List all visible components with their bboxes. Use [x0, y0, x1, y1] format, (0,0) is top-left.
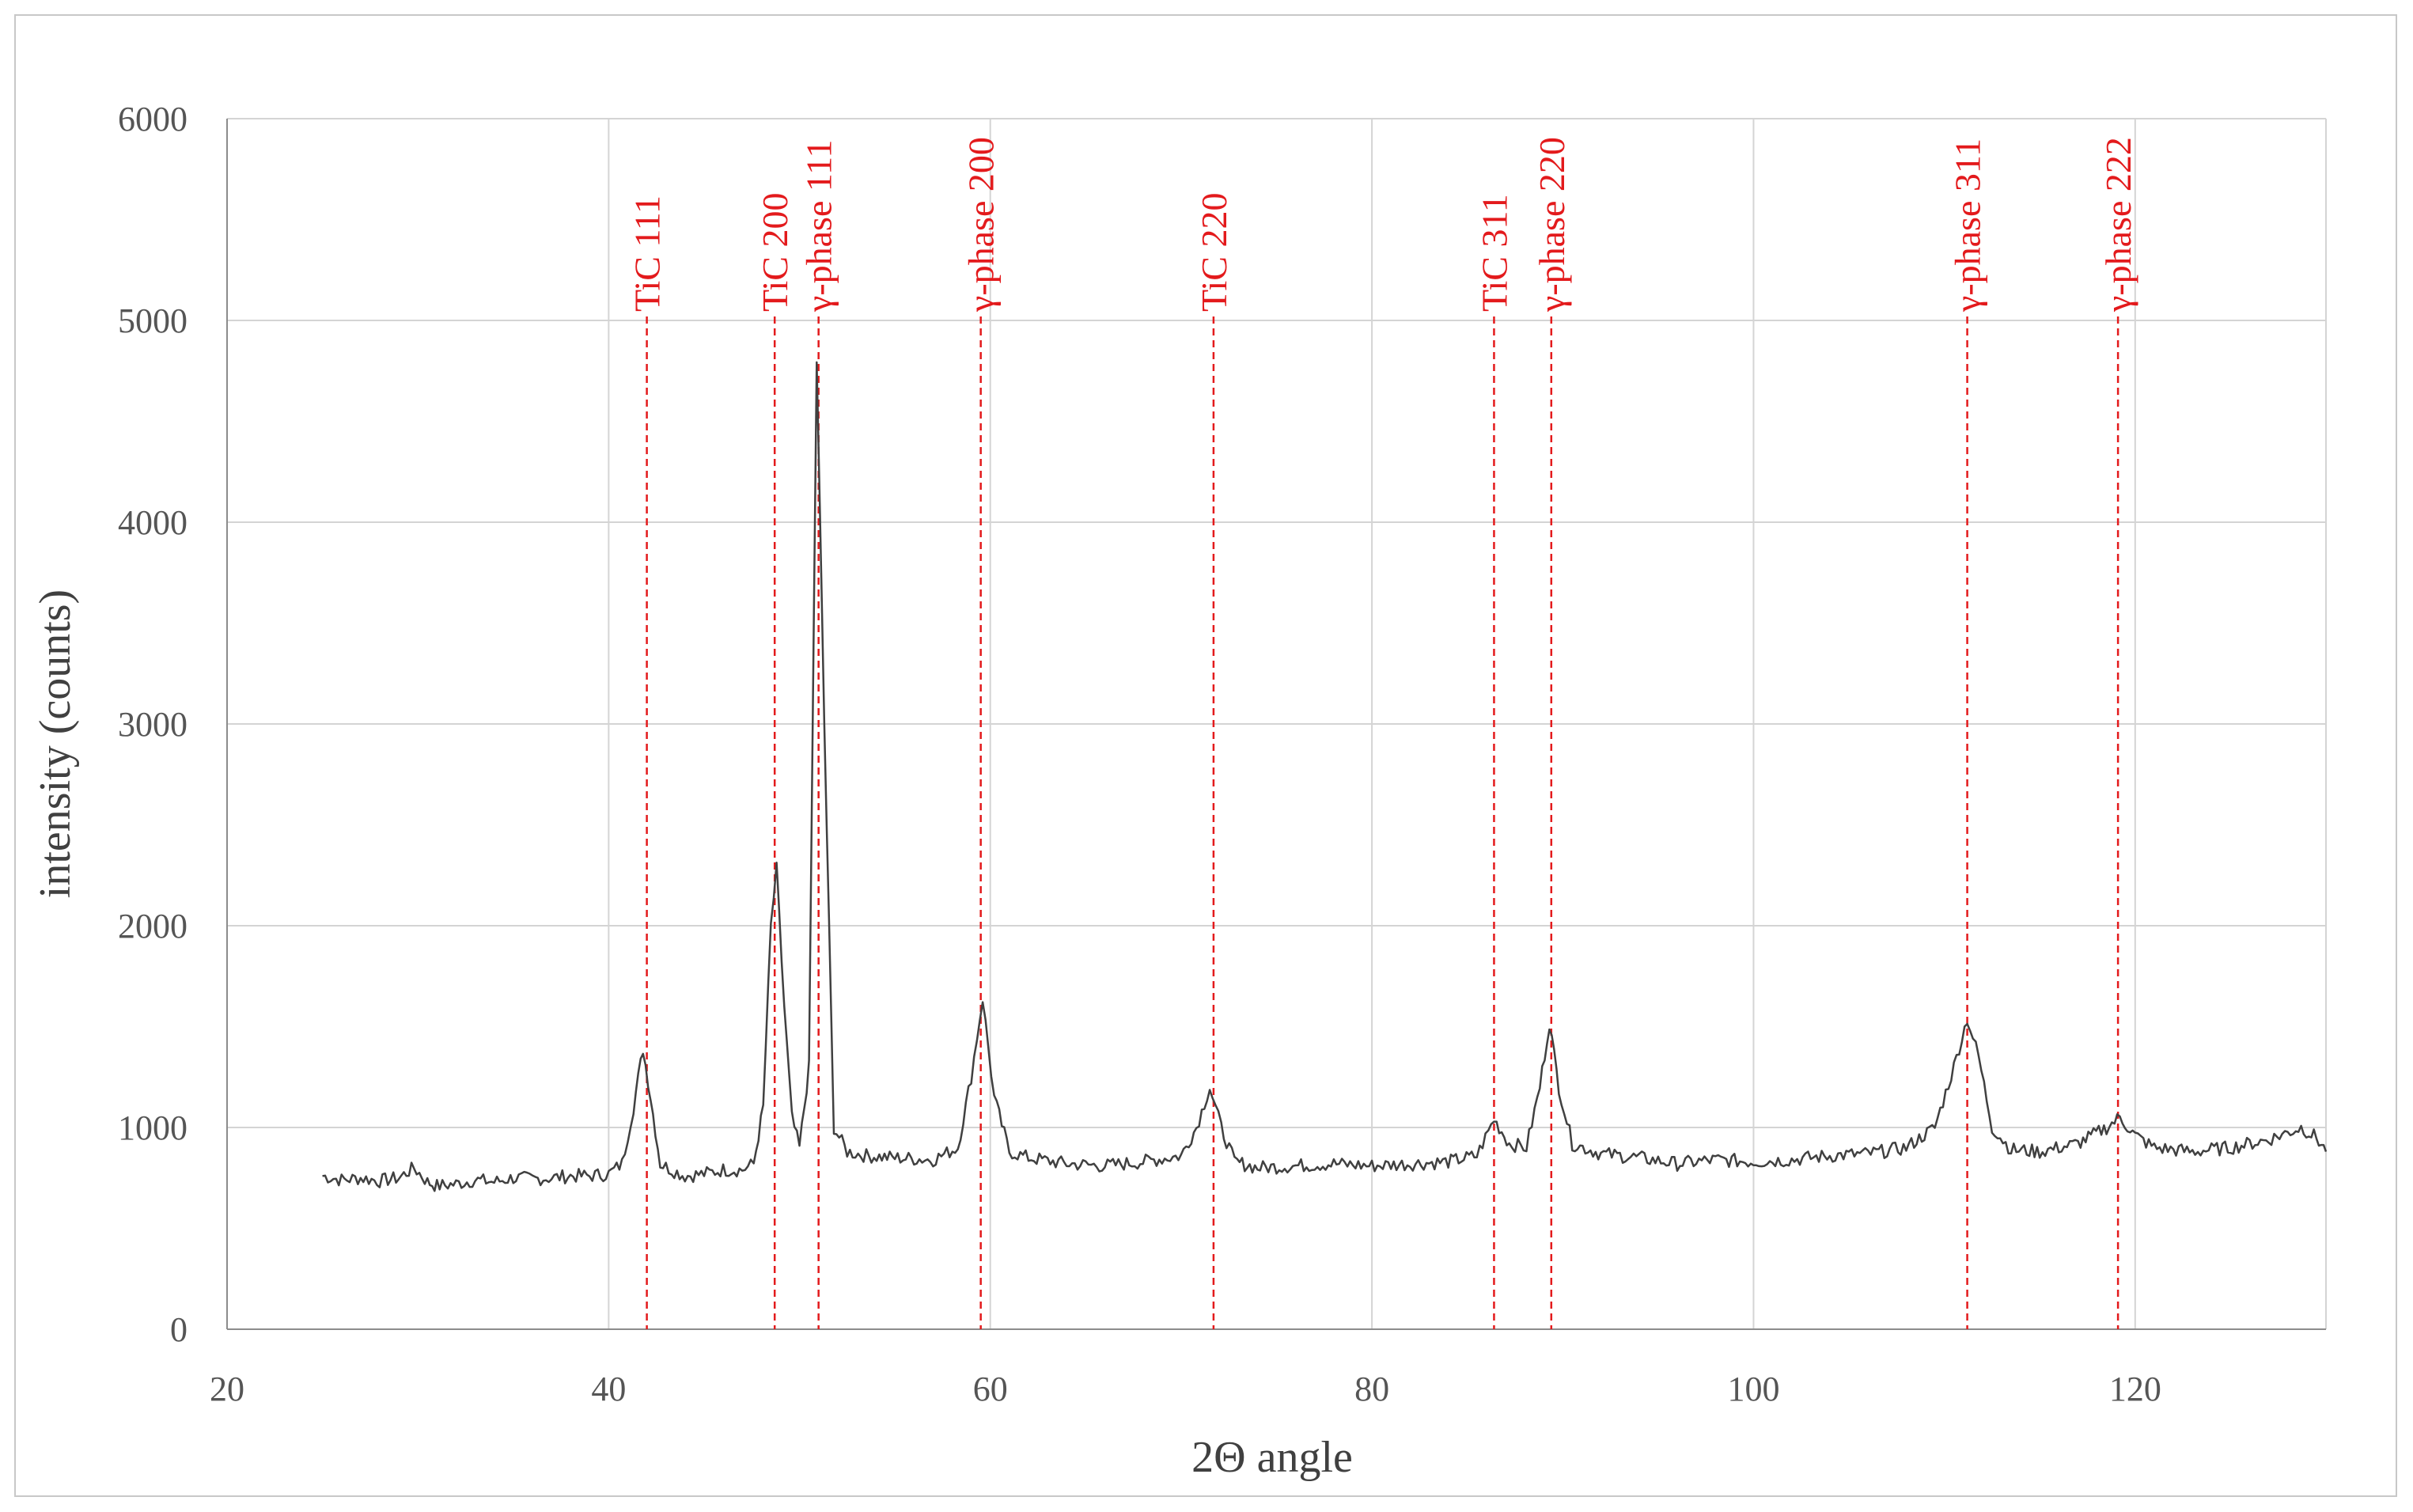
x-axis-title: 2Θ angle	[1191, 1433, 1353, 1482]
peak-label: TiC 220	[1194, 193, 1234, 312]
chart-frame	[14, 14, 2397, 1497]
peak-markers: TiC 111 TiC 200 γ-phase 111 γ-phase 200 TiC …	[627, 137, 2138, 1329]
peak-label: γ-phase 200	[961, 137, 1002, 313]
axes	[226, 119, 2326, 1330]
peak-label: γ-phase 222	[2098, 137, 2138, 313]
peak-label: TiC 311	[1474, 194, 1514, 312]
gridlines	[227, 118, 2327, 1329]
y-axis-title: intensity (counts)	[31, 589, 80, 898]
y-tick-label: 4000	[118, 503, 188, 542]
peak-label: TiC 200	[755, 193, 795, 312]
series-layer	[322, 361, 2328, 1192]
peak-label: γ-phase 220	[1532, 137, 1572, 313]
y-tick-label: 5000	[118, 301, 188, 340]
peak-label: γ-phase 111	[799, 140, 839, 313]
x-tick-label: 20	[210, 1370, 244, 1408]
y-tick-label: 3000	[118, 705, 188, 744]
x-tick-label: 80	[1354, 1370, 1389, 1408]
y-tick-label: 2000	[118, 907, 188, 945]
y-tick-label: 0	[170, 1310, 188, 1349]
x-tick-label: 60	[973, 1370, 1008, 1408]
peak-label: TiC 111	[627, 195, 668, 312]
tick-labels: 0 1000 2000 3000 4000 5000 6000 20 40 60 80 100 120	[118, 100, 2161, 1408]
x-tick-label: 120	[2109, 1370, 2161, 1408]
y-tick-label: 6000	[118, 100, 188, 138]
series-line	[322, 361, 2328, 1192]
x-tick-label: 40	[591, 1370, 626, 1408]
peak-label: γ-phase 311	[1948, 138, 1988, 313]
y-tick-label: 1000	[118, 1108, 188, 1147]
x-tick-label: 100	[1727, 1370, 1779, 1408]
